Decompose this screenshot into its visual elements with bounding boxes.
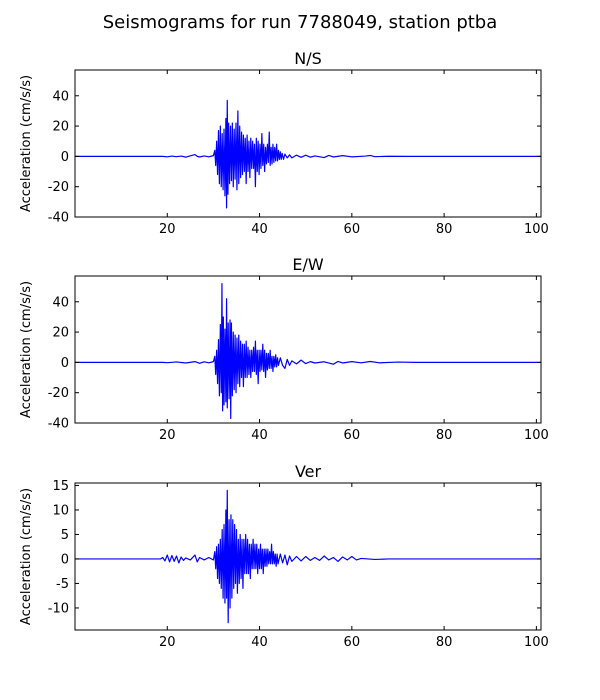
series-line-ew-0 (75, 282, 541, 420)
series-line-ns-0 (75, 99, 541, 209)
y-tick-label-ver-1: -5 (56, 577, 69, 592)
y-tick-label-ew-3: 20 (52, 326, 69, 341)
series-line-ver-0 (75, 489, 541, 624)
y-tick-label-ns-0: -40 (48, 211, 69, 226)
panel-title-ew: E/W (292, 255, 324, 274)
panel-ew: E/W Acceleration (cm/s/s) 20 40 60 80 100 -40 -2… (19, 255, 549, 443)
y-tick-label-ver-4: 10 (52, 503, 69, 518)
axes-frame-ew (74, 275, 542, 424)
panel-title-ns: N/S (294, 49, 322, 68)
panel-title-ver: Ver (295, 462, 322, 481)
x-tick-label-ns-4: 100 (524, 222, 549, 237)
x-tick-label-ew-2: 60 (344, 428, 361, 443)
x-tick-label-ver-4: 100 (524, 635, 549, 650)
y-tick-label-ew-1: -20 (48, 386, 69, 401)
y-tick-label-ver-5: 15 (52, 479, 69, 494)
y-tick-label-ns-4: 40 (52, 89, 69, 104)
x-tick-label-ver-1: 40 (251, 635, 268, 650)
x-tick-label-ew-4: 100 (524, 428, 549, 443)
x-tick-label-ns-3: 80 (436, 222, 453, 237)
y-tick-label-ew-4: 40 (52, 295, 69, 310)
y-tick-label-ew-2: 0 (61, 356, 69, 371)
x-tick-label-ver-2: 60 (344, 635, 361, 650)
y-tick-label-ver-3: 5 (61, 528, 69, 543)
figure-title: Seismograms for run 7788049, station ptb… (103, 12, 498, 33)
x-tick-label-ns-2: 60 (344, 222, 361, 237)
x-tick-label-ns-0: 20 (159, 222, 176, 237)
x-tick-label-ver-3: 80 (436, 635, 453, 650)
y-tick-label-ver-0: -10 (48, 601, 69, 616)
x-tick-label-ver-0: 20 (159, 635, 176, 650)
y-tick-label-ns-2: 0 (61, 150, 69, 165)
y-tick-label-ver-2: 0 (61, 552, 69, 567)
x-tick-label-ew-1: 40 (251, 428, 268, 443)
y-axis-label-ver: Acceleration (cm/s/s) (19, 488, 34, 625)
y-tick-label-ns-3: 20 (52, 120, 69, 135)
panel-ns: N/S Acceleration (cm/s/s) 20 40 60 80 100 -40 -2… (19, 49, 549, 237)
axes-frame-ver (74, 482, 542, 631)
y-tick-label-ns-1: -20 (48, 180, 69, 195)
y-axis-label-ns: Acceleration (cm/s/s) (19, 75, 34, 212)
x-tick-label-ew-3: 80 (436, 428, 453, 443)
y-tick-label-ew-0: -40 (48, 417, 69, 432)
y-axis-label-ew: Acceleration (cm/s/s) (19, 281, 34, 418)
x-tick-label-ew-0: 20 (159, 428, 176, 443)
x-tick-label-ns-1: 40 (251, 222, 268, 237)
axes-frame-ns (74, 69, 542, 218)
